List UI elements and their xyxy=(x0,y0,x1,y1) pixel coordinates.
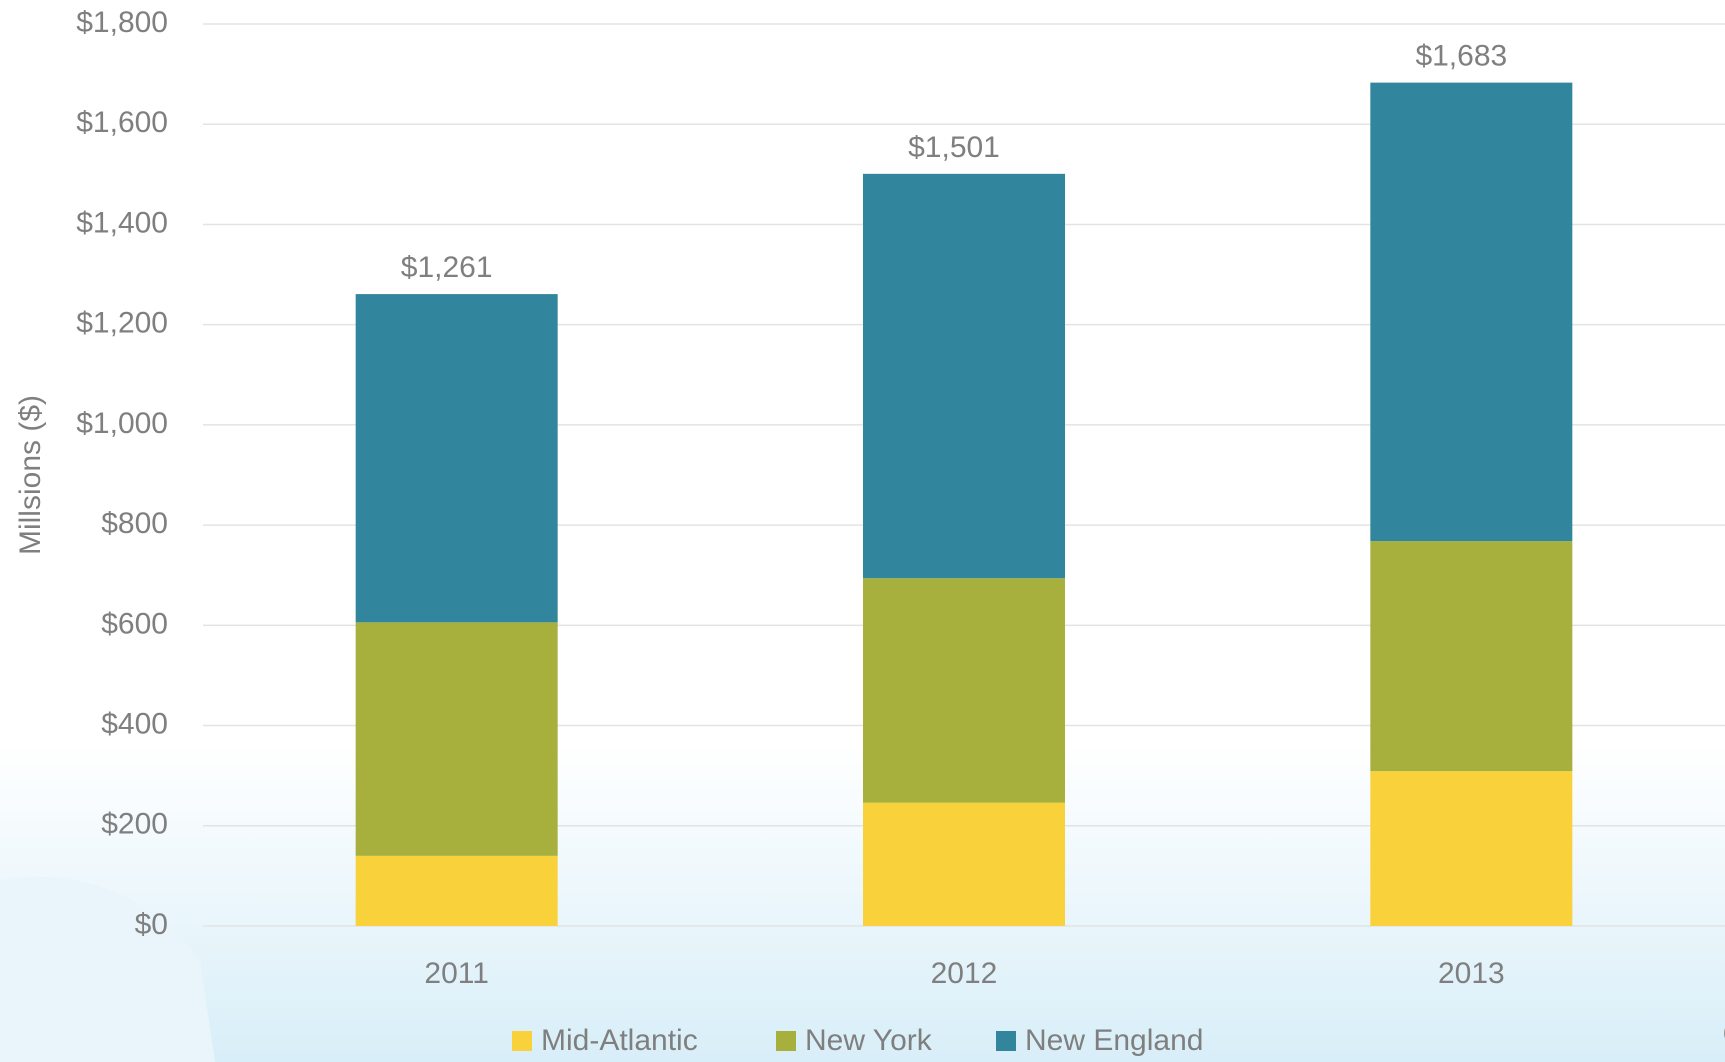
bar-segment xyxy=(1370,771,1573,926)
bar-segment xyxy=(1370,541,1573,772)
y-tick-label: $600 xyxy=(101,607,168,640)
total-label: $1,261 xyxy=(401,251,493,284)
x-tick-label: 2013 xyxy=(1438,957,1505,990)
y-tick-label: $1,000 xyxy=(76,407,168,440)
bar-segment xyxy=(355,855,558,926)
page-number: 6 xyxy=(1723,1020,1725,1047)
y-tick-label: $1,200 xyxy=(76,307,168,340)
x-tick-label: 2012 xyxy=(931,957,998,990)
bar-segment xyxy=(1370,82,1573,542)
bar-segment xyxy=(863,578,1065,803)
x-tick-label: 2011 xyxy=(424,957,489,990)
bar-segment xyxy=(355,294,558,623)
y-tick-label: $1,800 xyxy=(76,6,168,39)
y-tick-label: $1,600 xyxy=(76,106,168,139)
bar-segment xyxy=(355,622,558,856)
total-label: $1,501 xyxy=(908,131,1000,164)
y-tick-label: $0 xyxy=(135,908,168,941)
y-tick-label: $200 xyxy=(101,808,168,841)
bar-segment xyxy=(863,173,1065,579)
legend-label: New England xyxy=(1025,1024,1203,1057)
decoration xyxy=(0,876,215,1062)
y-tick-label: $400 xyxy=(101,707,168,740)
legend-label: New York xyxy=(805,1024,933,1057)
y-tick-label: $800 xyxy=(101,507,168,540)
total-label: $1,683 xyxy=(1415,40,1507,73)
legend-swatch xyxy=(996,1031,1016,1051)
legend-swatch xyxy=(776,1031,796,1051)
legend-swatch xyxy=(512,1031,532,1051)
bar-segment xyxy=(863,802,1065,926)
legend-label: Mid-Atlantic xyxy=(541,1024,698,1057)
y-axis-label: Millsions ($) xyxy=(14,395,47,555)
y-tick-label: $1,400 xyxy=(76,206,168,239)
